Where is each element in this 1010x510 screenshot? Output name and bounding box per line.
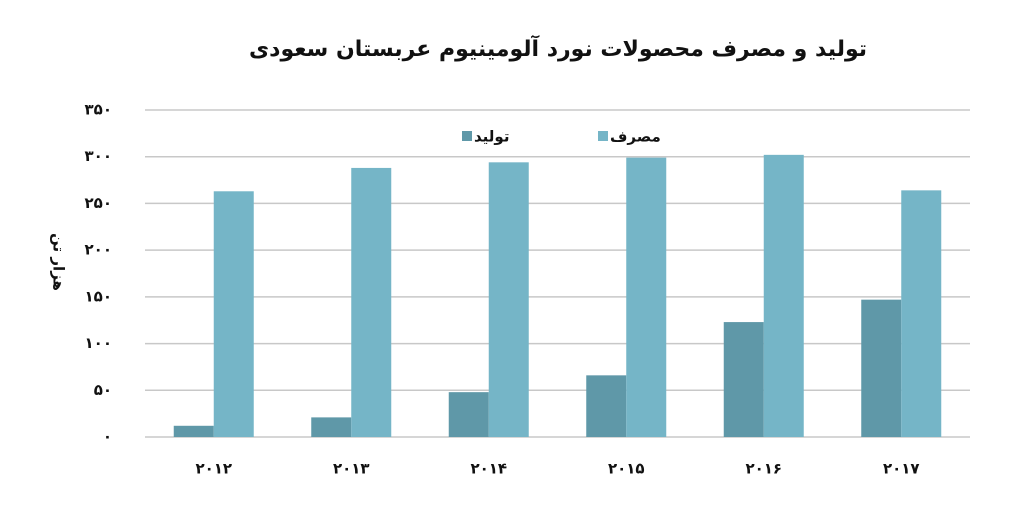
x-tick-label: ۲۰۱۷ — [883, 460, 920, 478]
bar — [626, 157, 667, 438]
bar — [213, 191, 254, 437]
bar — [311, 417, 352, 437]
y-axis-label: هزار تن — [50, 233, 68, 291]
y-tick-label: ۲۵۰ — [85, 194, 112, 212]
y-tick-label: ۱۰۰ — [85, 334, 112, 352]
bar — [586, 375, 627, 437]
x-tick-label: ۲۰۱۵ — [608, 460, 645, 478]
bar — [173, 425, 214, 437]
bar — [861, 299, 902, 437]
bar — [351, 167, 392, 437]
bar — [448, 392, 489, 437]
bar — [763, 154, 804, 438]
legend-swatch — [598, 131, 608, 141]
x-tick-label: ۲۰۱۶ — [745, 460, 782, 478]
x-tick-label: ۲۰۱۲ — [195, 460, 232, 478]
bar — [723, 322, 764, 437]
y-tick-label: ۱۵۰ — [85, 287, 112, 305]
bar — [901, 190, 942, 437]
x-tick-label: ۲۰۱۴ — [470, 460, 507, 478]
legend-label: مصرف — [610, 128, 661, 146]
y-tick-label: ۲۰۰ — [85, 241, 112, 259]
chart-title: تولید و مصرف محصولات نورد آلومینیوم عربس… — [249, 34, 867, 62]
legend-label: تولید — [474, 128, 509, 146]
legend-swatch — [462, 131, 472, 141]
bar — [488, 162, 529, 437]
y-tick-label: ۵۰ — [94, 381, 112, 399]
y-tick-label: ۳۰۰ — [85, 147, 112, 165]
y-tick-label: ۰ — [103, 428, 112, 446]
y-tick-label: ۳۵۰ — [85, 101, 112, 119]
x-tick-label: ۲۰۱۳ — [333, 460, 370, 478]
